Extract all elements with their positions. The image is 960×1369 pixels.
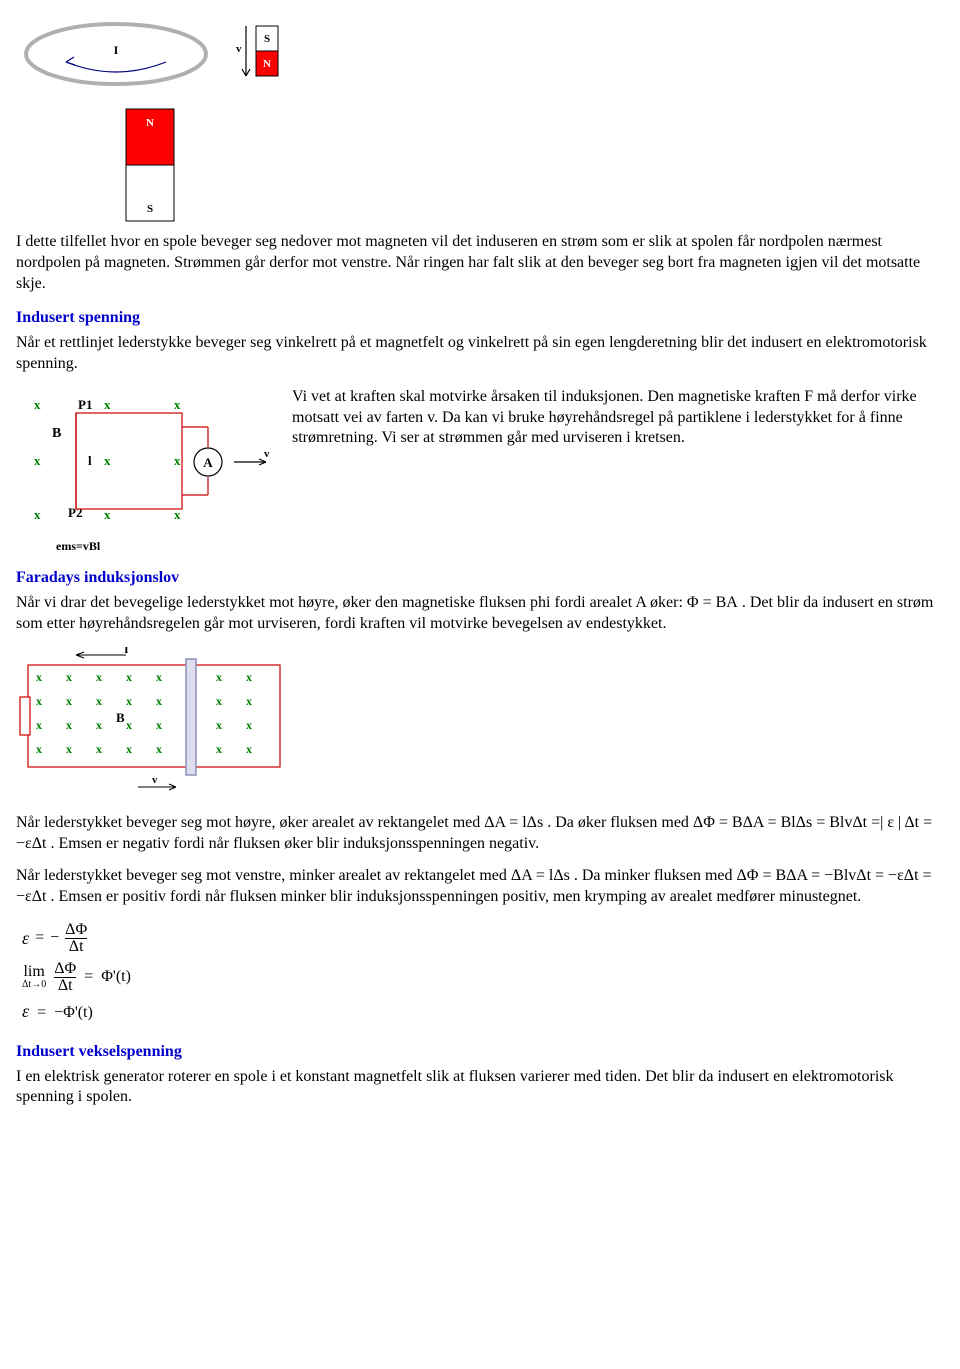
- svg-text:x: x: [104, 397, 111, 412]
- section-4-title: Indusert vekselspenning: [16, 1042, 944, 1063]
- equations-block: ε = − ΔΦ Δt lim Δt→0 ΔΦ Δt = Φ'(t) ε = −…: [22, 922, 944, 1024]
- svg-text:x: x: [246, 694, 252, 708]
- eq1-lhs: ε: [22, 927, 29, 950]
- figure-3: I xxxxxxxxxxxxxxxxxxxxxxxxxxxxxxxx B v: [16, 647, 944, 807]
- para5a: Når lederstykket beveger seg mot høyre, …: [16, 814, 484, 831]
- svg-text:x: x: [104, 453, 111, 468]
- paragraph-2: Når et rettlinjet lederstykke beveger se…: [16, 333, 944, 375]
- paragraph-4: Når vi drar det bevegelige lederstykket …: [16, 593, 944, 635]
- svg-text:B: B: [52, 426, 61, 441]
- eq2-eq: =: [84, 967, 93, 988]
- para4a: Når vi drar det bevegelige lederstykket …: [16, 594, 687, 611]
- svg-text:P2: P2: [68, 505, 82, 520]
- svg-text:x: x: [126, 742, 132, 756]
- svg-text:x: x: [216, 718, 222, 732]
- eq-line-1: ε = − ΔΦ Δt: [22, 922, 944, 955]
- eq3-eq: =: [37, 1004, 46, 1021]
- paragraph-5: Når lederstykket beveger seg mot høyre, …: [16, 813, 944, 855]
- svg-text:v: v: [264, 448, 270, 460]
- svg-text:x: x: [36, 670, 42, 684]
- para6a: Når lederstykket beveger seg mot venstre…: [16, 867, 511, 884]
- svg-text:x: x: [156, 718, 162, 732]
- svg-text:x: x: [126, 670, 132, 684]
- paragraph-3: Vi vet at kraften skal motvirke årsaken …: [292, 387, 944, 449]
- svg-text:x: x: [126, 718, 132, 732]
- section-2-title: Indusert spenning: [16, 308, 944, 329]
- svg-text:x: x: [156, 694, 162, 708]
- svg-text:x: x: [126, 694, 132, 708]
- eq1-num: ΔΦ: [65, 922, 87, 938]
- svg-text:S: S: [264, 33, 270, 45]
- fig2-caption: ems=vBl: [56, 539, 944, 555]
- para5d: . Emsen er negativ fordi når fluksen øke…: [50, 835, 539, 852]
- svg-text:x: x: [96, 670, 102, 684]
- figure-1-svg: I S N v N S: [16, 14, 306, 226]
- eq2-lim: lim: [23, 964, 44, 980]
- svg-text:x: x: [66, 694, 72, 708]
- eq2-rhs: Φ'(t): [101, 967, 131, 988]
- eq3-lhs: ε: [22, 1001, 29, 1021]
- svg-text:N: N: [263, 58, 271, 70]
- figure-1: I S N v N S: [16, 14, 944, 226]
- eq2-den: Δt: [58, 978, 73, 994]
- svg-text:x: x: [216, 694, 222, 708]
- svg-text:x: x: [174, 453, 181, 468]
- svg-text:x: x: [246, 718, 252, 732]
- svg-text:x: x: [216, 670, 222, 684]
- svg-text:x: x: [216, 742, 222, 756]
- paragraph-6: Når lederstykket beveger seg mot venstre…: [16, 866, 944, 908]
- svg-text:x: x: [96, 694, 102, 708]
- svg-text:v: v: [152, 774, 158, 786]
- svg-text:x: x: [246, 742, 252, 756]
- svg-text:x: x: [36, 742, 42, 756]
- svg-text:x: x: [156, 670, 162, 684]
- svg-text:x: x: [66, 718, 72, 732]
- svg-text:x: x: [96, 718, 102, 732]
- figure-2-svg: xxx xxx xxx B P1 P2 l A v: [16, 387, 276, 537]
- svg-text:x: x: [156, 742, 162, 756]
- svg-text:I: I: [124, 647, 129, 656]
- svg-text:S: S: [147, 203, 153, 215]
- svg-text:x: x: [36, 694, 42, 708]
- svg-text:x: x: [36, 718, 42, 732]
- eq5a: ΔA = lΔs: [484, 814, 543, 831]
- svg-text:x: x: [66, 670, 72, 684]
- para6b: . Da minker fluksen med: [574, 867, 737, 884]
- section-3-title: Faradays induksjonslov: [16, 568, 944, 589]
- para5b: . Da øker fluksen med: [547, 814, 693, 831]
- eq2-sub: Δt→0: [22, 980, 46, 990]
- fig1-I: I: [114, 43, 119, 57]
- figure-2-wrap: xxx xxx xxx B P1 P2 l A v: [16, 387, 276, 537]
- svg-text:x: x: [66, 742, 72, 756]
- eq1-neg: −: [50, 928, 59, 949]
- svg-text:B: B: [116, 710, 125, 725]
- svg-text:x: x: [174, 397, 181, 412]
- para6d: . Emsen er positiv fordi når fluksen min…: [50, 888, 861, 905]
- svg-text:N: N: [146, 117, 154, 129]
- eq1-den: Δt: [69, 939, 84, 955]
- eq-line-2: lim Δt→0 ΔΦ Δt = Φ'(t): [22, 961, 944, 994]
- svg-text:A: A: [203, 455, 213, 470]
- eq3-rhs: −Φ'(t): [54, 1004, 93, 1021]
- eq2-num: ΔΦ: [54, 961, 76, 977]
- svg-text:x: x: [34, 507, 41, 522]
- svg-text:x: x: [96, 742, 102, 756]
- paragraph-1: I dette tilfellet hvor en spole beveger …: [16, 232, 944, 294]
- svg-text:x: x: [34, 453, 41, 468]
- svg-text:l: l: [88, 453, 92, 468]
- svg-text:P1: P1: [78, 397, 92, 412]
- svg-text:v: v: [236, 43, 242, 55]
- eq6a: ΔA = lΔs: [511, 867, 570, 884]
- eq1-eq: =: [35, 928, 44, 949]
- svg-text:x: x: [34, 397, 41, 412]
- svg-text:x: x: [246, 670, 252, 684]
- eq-phi-ba: Φ = BA: [687, 594, 738, 611]
- paragraph-7: I en elektrisk generator roterer en spol…: [16, 1067, 944, 1109]
- eq-line-3: ε = −Φ'(t): [22, 1000, 944, 1024]
- figure-3-svg: I xxxxxxxxxxxxxxxxxxxxxxxxxxxxxxxx B v: [16, 647, 296, 807]
